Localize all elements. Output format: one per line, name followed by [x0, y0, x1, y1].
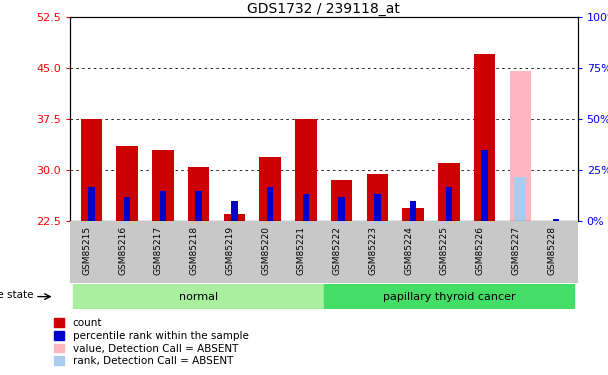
Bar: [81, 119, 102, 221]
Bar: [188, 167, 209, 221]
Text: GSM85224: GSM85224: [404, 226, 413, 275]
Bar: [324, 284, 574, 309]
Title: GDS1732 / 239118_at: GDS1732 / 239118_at: [247, 2, 400, 16]
Text: GSM85220: GSM85220: [261, 226, 270, 275]
Text: papillary thyroid cancer: papillary thyroid cancer: [382, 292, 515, 302]
Bar: [74, 284, 323, 309]
Bar: [231, 201, 238, 221]
Bar: [374, 194, 381, 221]
Text: GSM85219: GSM85219: [226, 226, 234, 275]
Bar: [88, 187, 95, 221]
Bar: [195, 190, 202, 221]
Text: GSM85215: GSM85215: [82, 226, 91, 275]
Text: GSM85221: GSM85221: [297, 226, 306, 275]
Bar: [124, 197, 130, 221]
Text: GSM85222: GSM85222: [333, 226, 342, 275]
Bar: [116, 146, 138, 221]
Bar: [474, 54, 496, 221]
Bar: [339, 197, 345, 221]
Bar: [514, 177, 527, 221]
Bar: [446, 187, 452, 221]
Bar: [303, 194, 309, 221]
Text: GSM85228: GSM85228: [547, 226, 556, 275]
Bar: [224, 214, 245, 221]
Bar: [267, 187, 274, 221]
Bar: [482, 150, 488, 221]
Bar: [295, 119, 317, 221]
Text: normal: normal: [179, 292, 218, 302]
Bar: [402, 208, 424, 221]
Bar: [331, 180, 353, 221]
Text: GSM85218: GSM85218: [190, 226, 199, 275]
Text: GSM85225: GSM85225: [440, 226, 449, 275]
Text: GSM85216: GSM85216: [118, 226, 127, 275]
Text: GSM85223: GSM85223: [368, 226, 378, 275]
Bar: [438, 164, 460, 221]
Text: disease state: disease state: [0, 290, 33, 300]
Bar: [553, 219, 559, 221]
Legend: count, percentile rank within the sample, value, Detection Call = ABSENT, rank, : count, percentile rank within the sample…: [54, 318, 249, 366]
Text: GSM85227: GSM85227: [511, 226, 520, 275]
Bar: [260, 156, 281, 221]
Text: GSM85217: GSM85217: [154, 226, 163, 275]
Bar: [367, 174, 388, 221]
Bar: [410, 201, 416, 221]
Bar: [160, 190, 166, 221]
Bar: [152, 150, 174, 221]
Text: GSM85226: GSM85226: [475, 226, 485, 275]
Bar: [510, 71, 531, 221]
